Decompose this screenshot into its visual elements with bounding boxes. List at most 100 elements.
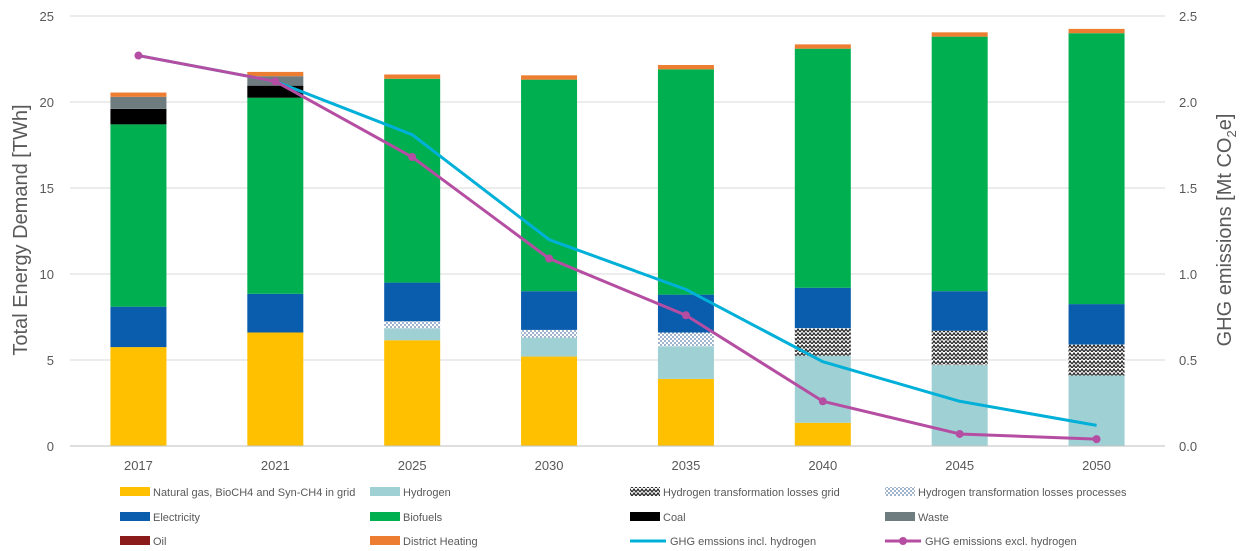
y-tick-label-left: 15 xyxy=(40,181,54,196)
stacked-bars xyxy=(110,28,1125,446)
legend-label: Biofuels xyxy=(403,512,443,524)
bar-segment xyxy=(247,332,304,446)
legend-swatch xyxy=(120,536,150,545)
bar-segment xyxy=(110,108,167,125)
legend-swatch xyxy=(370,536,400,545)
y-tick-label-left: 10 xyxy=(40,267,54,282)
bar-segment xyxy=(1068,304,1125,345)
legend-swatch xyxy=(370,487,400,496)
y-tick-label-right: 0.0 xyxy=(1179,439,1197,454)
x-tick-label: 2021 xyxy=(261,458,290,473)
legend-label: Hydrogen transformation losses grid xyxy=(663,487,840,499)
bar-segment xyxy=(1068,33,1125,305)
legend-label: Electricity xyxy=(153,512,201,524)
gridlines xyxy=(70,15,1165,447)
legend-label: GHG emssions incl. hydrogen xyxy=(670,536,816,548)
bar-segment xyxy=(110,92,167,97)
y-axis-right-title: GHG emissions [Mt CO2e] xyxy=(1214,114,1239,347)
bar-segment xyxy=(521,75,578,80)
legend-item: District Heating xyxy=(370,536,478,548)
x-tick-label: 2040 xyxy=(808,458,837,473)
bar-segment xyxy=(384,340,441,446)
bar-segment xyxy=(1068,28,1125,34)
bar-segment xyxy=(384,78,441,283)
bar-segment xyxy=(1068,375,1125,446)
bar-segment xyxy=(384,74,441,79)
legend-label: Coal xyxy=(663,512,686,524)
legend-item: Hydrogen xyxy=(370,487,451,499)
legend-swatch xyxy=(630,487,660,496)
line-point xyxy=(408,153,417,162)
legend-swatch xyxy=(120,487,150,496)
line-point xyxy=(134,51,143,60)
line-point xyxy=(681,311,690,320)
y-axis-right-title-subscript: 2 xyxy=(1224,130,1239,137)
x-tick-label: 2030 xyxy=(535,458,564,473)
x-tick-label: 2025 xyxy=(398,458,427,473)
bar-segment xyxy=(931,291,988,331)
bar-segment xyxy=(247,97,304,294)
bar-segment xyxy=(110,124,167,307)
legend-label: Natural gas, BioCH4 and Syn-CH4 in grid xyxy=(153,487,355,499)
legend-label: Waste xyxy=(918,512,949,524)
bar-segment xyxy=(794,422,851,446)
bar-segment xyxy=(931,32,988,37)
legend-swatch xyxy=(630,512,660,521)
y-tick-label-right: 1.0 xyxy=(1179,267,1197,282)
bar-segment xyxy=(794,287,851,329)
bar-segment xyxy=(384,282,441,322)
bar-segment xyxy=(931,36,988,292)
bar-segment xyxy=(1068,344,1125,376)
bar-segment xyxy=(657,65,714,70)
legend-item: Natural gas, BioCH4 and Syn-CH4 in grid xyxy=(120,487,355,499)
y-tick-label-right: 1.5 xyxy=(1179,181,1197,196)
legend: Natural gas, BioCH4 and Syn-CH4 in grid H… xyxy=(120,487,1127,548)
legend-item: GHG emissions excl. hydrogen xyxy=(885,536,1077,548)
legend-item: Oil xyxy=(120,536,166,548)
legend-swatch-marker xyxy=(899,537,907,545)
y-tick-label-left: 25 xyxy=(40,9,54,24)
emission-lines xyxy=(134,51,1101,444)
bar-segment xyxy=(794,48,851,288)
legend-label: District Heating xyxy=(403,536,478,548)
y-axis-left-title: Total Energy Demand [TWh] xyxy=(10,104,32,355)
bar-segment xyxy=(110,347,167,446)
x-tick-label: 2050 xyxy=(1082,458,1111,473)
y-tick-label-left: 5 xyxy=(47,353,54,368)
bar-segment xyxy=(247,71,304,77)
bar-segment xyxy=(110,306,167,348)
legend-swatch xyxy=(120,512,150,521)
bar-segment xyxy=(247,293,304,333)
bar-segment xyxy=(931,330,988,366)
bar-segment xyxy=(794,44,851,49)
x-tick-label: 2017 xyxy=(124,458,153,473)
legend-label: Oil xyxy=(153,536,166,548)
bar-segment xyxy=(657,346,714,379)
legend-item: Hydrogen transformation losses grid xyxy=(630,487,840,499)
legend-label: GHG emissions excl. hydrogen xyxy=(925,536,1077,548)
legend-item: Electricity xyxy=(120,512,201,524)
bar-segment xyxy=(521,329,578,338)
series-line xyxy=(138,54,1097,441)
bar-segment xyxy=(521,291,578,330)
legend-item: GHG emssions incl. hydrogen xyxy=(630,536,816,548)
bar-segment xyxy=(384,321,441,329)
bar-segment xyxy=(521,337,578,357)
bar-segment xyxy=(521,356,578,446)
x-tick-label: 2045 xyxy=(945,458,974,473)
legend-swatch xyxy=(885,512,915,521)
legend-item: Coal xyxy=(630,512,686,524)
line-point xyxy=(955,429,964,438)
bar-segment xyxy=(657,378,714,446)
line-point xyxy=(271,77,280,86)
bar-segment xyxy=(657,69,714,295)
legend-item: Biofuels xyxy=(370,512,443,524)
series-line xyxy=(138,54,1097,427)
y-tick-label-right: 2.0 xyxy=(1179,95,1197,110)
legend-label: Hydrogen xyxy=(403,487,451,499)
bar-segment xyxy=(384,328,441,341)
line-point xyxy=(818,397,827,406)
legend-swatch xyxy=(885,487,915,496)
